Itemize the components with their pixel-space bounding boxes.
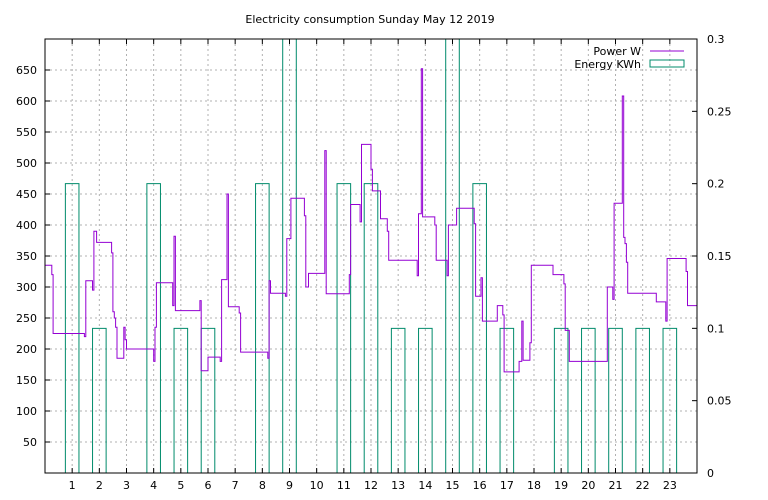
energy-bar — [553, 327, 569, 473]
axis-ticks: 1 2 3 4 5 6 7 8 9 10 11 12 13 14 15 16 17 18 19 20 21 22 23501… — [16, 33, 732, 492]
x-tick-label: 22 — [636, 479, 650, 492]
x-tick-label: 2 — [96, 479, 103, 492]
energy-bar — [92, 327, 107, 473]
legend-swatch-energy — [649, 59, 685, 68]
x-tick-label: 11 — [337, 479, 351, 492]
y2-tick-label: 0.2 — [707, 178, 725, 191]
x-tick-label: 16 — [473, 479, 487, 492]
energy-bar — [608, 327, 623, 473]
energy-bar — [581, 327, 596, 473]
x-tick-label: 1 — [69, 479, 76, 492]
x-tick-label: 5 — [177, 479, 184, 492]
x-tick-label: 10 — [310, 479, 324, 492]
y2-tick-label: 0 — [707, 467, 714, 480]
energy-bar — [363, 183, 379, 473]
y-tick-label: 50 — [23, 436, 37, 449]
energy-bar — [390, 327, 406, 473]
x-tick-label: 12 — [364, 479, 378, 492]
y2-tick-label: 0.15 — [707, 250, 732, 263]
energy-bar — [146, 183, 161, 473]
legend-label-power: Power W — [593, 45, 641, 58]
y-tick-label: 400 — [16, 219, 37, 232]
energy-bar — [200, 327, 216, 473]
energy-bar — [64, 183, 80, 473]
y-tick-label: 300 — [16, 281, 37, 294]
legend-label-energy: Energy KWh — [574, 58, 641, 71]
y-tick-label: 600 — [16, 95, 37, 108]
x-tick-label: 17 — [500, 479, 514, 492]
y-tick-label: 250 — [16, 312, 37, 325]
energy-bar — [336, 183, 352, 473]
y2-tick-label: 0.3 — [707, 33, 725, 46]
y2-tick-label: 0.25 — [707, 105, 732, 118]
x-tick-label: 15 — [446, 479, 460, 492]
power-line-layer — [45, 68, 697, 373]
x-tick-label: 7 — [232, 479, 239, 492]
x-tick-label: 3 — [123, 479, 130, 492]
y2-tick-label: 0.1 — [707, 322, 725, 335]
y-tick-label: 450 — [16, 188, 37, 201]
y-tick-label: 500 — [16, 157, 37, 170]
energy-bar — [635, 327, 650, 473]
power-line — [45, 68, 697, 373]
x-tick-label: 21 — [609, 479, 623, 492]
energy-bar — [173, 327, 189, 473]
y-tick-label: 550 — [16, 126, 37, 139]
x-tick-label: 4 — [150, 479, 157, 492]
x-tick-label: 9 — [286, 479, 293, 492]
x-tick-label: 6 — [205, 479, 212, 492]
energy-bar — [418, 327, 433, 473]
gridlines — [45, 39, 697, 473]
chart-title: Electricity consumption Sunday May 12 20… — [245, 13, 494, 26]
x-tick-label: 18 — [527, 479, 541, 492]
x-tick-label: 23 — [663, 479, 677, 492]
y2-tick-label: 0.05 — [707, 395, 732, 408]
energy-bar — [662, 327, 678, 473]
legend: Power W Energy KWh — [574, 45, 685, 71]
y-tick-label: 100 — [16, 405, 37, 418]
y-tick-label: 350 — [16, 250, 37, 263]
y-tick-label: 150 — [16, 374, 37, 387]
x-tick-label: 14 — [418, 479, 432, 492]
energy-bar — [472, 183, 487, 473]
x-tick-label: 20 — [581, 479, 595, 492]
x-tick-label: 19 — [554, 479, 568, 492]
y-tick-label: 200 — [16, 343, 37, 356]
x-tick-label: 8 — [259, 479, 266, 492]
x-tick-label: 13 — [391, 479, 405, 492]
y-tick-label: 650 — [16, 64, 37, 77]
energy-bar — [499, 327, 515, 473]
